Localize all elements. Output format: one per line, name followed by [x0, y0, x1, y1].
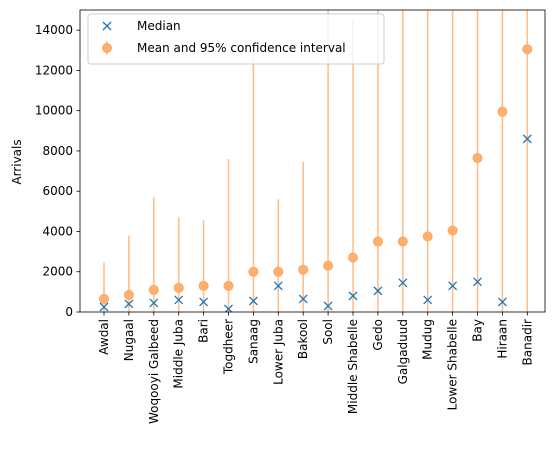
x-tick-label-galgaduud: Galgaduud [396, 319, 410, 384]
x-tick-label-sool: Sool [321, 319, 335, 345]
x-tick-label-mudug: Mudug [421, 319, 435, 360]
median-point-mudug [423, 295, 433, 305]
legend-median-marker [102, 21, 112, 31]
median-stroke [373, 286, 383, 296]
median-point-nugaal [124, 299, 134, 309]
mean-point-togdheer [223, 280, 234, 291]
legend-mean-marker [102, 43, 112, 53]
x-tick-label-woqooyi-galbeed: Woqooyi Galbeed [147, 319, 161, 424]
median-stroke [149, 298, 159, 308]
median-stroke [473, 277, 482, 287]
median-stroke [99, 302, 109, 312]
x-tick-label-hiraan: Hiraan [495, 319, 509, 359]
legend-frame [87, 13, 385, 65]
mean-point-middle-juba [173, 282, 184, 293]
median-point-galgaduud [398, 278, 408, 288]
x-tick-label-awdal: Awdal [97, 319, 111, 355]
median-stroke [124, 299, 134, 309]
y-tick-label: 0 [65, 305, 73, 319]
median-point-bakool [298, 294, 308, 304]
x-tick-label-nugaal: Nugaal [122, 319, 136, 361]
x-tick-label-sanaag: Sanaag [246, 319, 260, 364]
median-point-hiraan [497, 297, 507, 307]
mean-point-middle-shabelle [348, 252, 358, 263]
mean-point-sanaag [248, 266, 259, 277]
mean-point-awdal [99, 293, 109, 304]
legend-mean-label: Mean and 95% confidence interval [137, 41, 346, 55]
median-point-banadir [522, 134, 532, 144]
mean-point-galgaduud [397, 236, 408, 247]
x-tick-label-bari: Bari [197, 319, 211, 343]
axes-layer: 0 2000 4000 6000 8000 10000 12000 14000 Awdal Nug… [35, 9, 546, 424]
median-stroke [323, 301, 333, 311]
x-tick-label-bakool: Bakool [296, 319, 310, 359]
y-tick-label: 8000 [42, 144, 73, 158]
median-point-woqooyi-galbeed [149, 298, 159, 308]
median-point-sool [323, 301, 333, 311]
median-point-lower-juba [273, 281, 283, 291]
mean-point-sool [323, 260, 334, 271]
median-point-middle-juba [174, 295, 184, 305]
y-tick-label: 4000 [42, 224, 73, 238]
x-tick-label-lower-juba: Lower Juba [271, 319, 285, 385]
median-stroke [497, 297, 507, 307]
median-stroke [348, 291, 358, 301]
plot-frame [79, 9, 546, 313]
mean-point-mudug [422, 231, 433, 242]
median-point-awdal [99, 302, 109, 312]
y-tick-label: 10000 [35, 104, 73, 118]
x-tick-label-banadir: Banadir [520, 319, 534, 365]
y-tick-label: 14000 [35, 23, 73, 37]
median-point-sanaag [248, 296, 258, 306]
median-point-middle-shabelle [348, 291, 358, 301]
mean-point-lower-shabelle [447, 225, 458, 236]
mean-point-nugaal [123, 289, 134, 300]
mean-point-woqooyi-galbeed [148, 284, 159, 295]
median-point-lower-shabelle [448, 281, 458, 291]
median-stroke [298, 294, 308, 304]
median-stroke [398, 278, 408, 288]
y-tick-label: 12000 [35, 63, 73, 77]
x-tick-label-gedo: Gedo [371, 319, 385, 351]
median-point-bay [473, 277, 482, 287]
median-point-bari [199, 297, 209, 307]
y-axis-label: Arrivals [10, 139, 24, 184]
y-tick-label: 6000 [42, 184, 73, 198]
median-stroke [248, 296, 258, 306]
mean-point-lower-juba [273, 266, 284, 277]
mean-point-bay [472, 152, 483, 163]
x-tick-label-bay: Bay [471, 319, 485, 342]
mean-point-gedo [372, 236, 383, 247]
median-point-gedo [373, 286, 383, 296]
mean-point-banadir [522, 44, 533, 55]
mean-point-bari [198, 280, 209, 291]
median-stroke [522, 134, 532, 144]
median-stroke [423, 295, 433, 305]
x-tick-label-middle-juba: Middle Juba [172, 319, 186, 389]
median-stroke [448, 281, 458, 291]
mean-point-bakool [298, 264, 309, 275]
x-tick-label-lower-shabelle: Lower Shabelle [446, 319, 460, 410]
x-tick-label-togdheer: Togdheer [222, 319, 236, 375]
legend: Median Mean and 95% confidence interval [87, 13, 385, 65]
legend-median-label: Median [137, 19, 181, 33]
median-stroke [174, 295, 184, 305]
x-tick-label-middle-shabelle: Middle Shabelle [346, 319, 360, 414]
median-stroke [199, 297, 209, 307]
mean-point-hiraan [497, 106, 508, 117]
y-tick-label: 2000 [42, 265, 73, 279]
median-stroke [273, 281, 283, 291]
